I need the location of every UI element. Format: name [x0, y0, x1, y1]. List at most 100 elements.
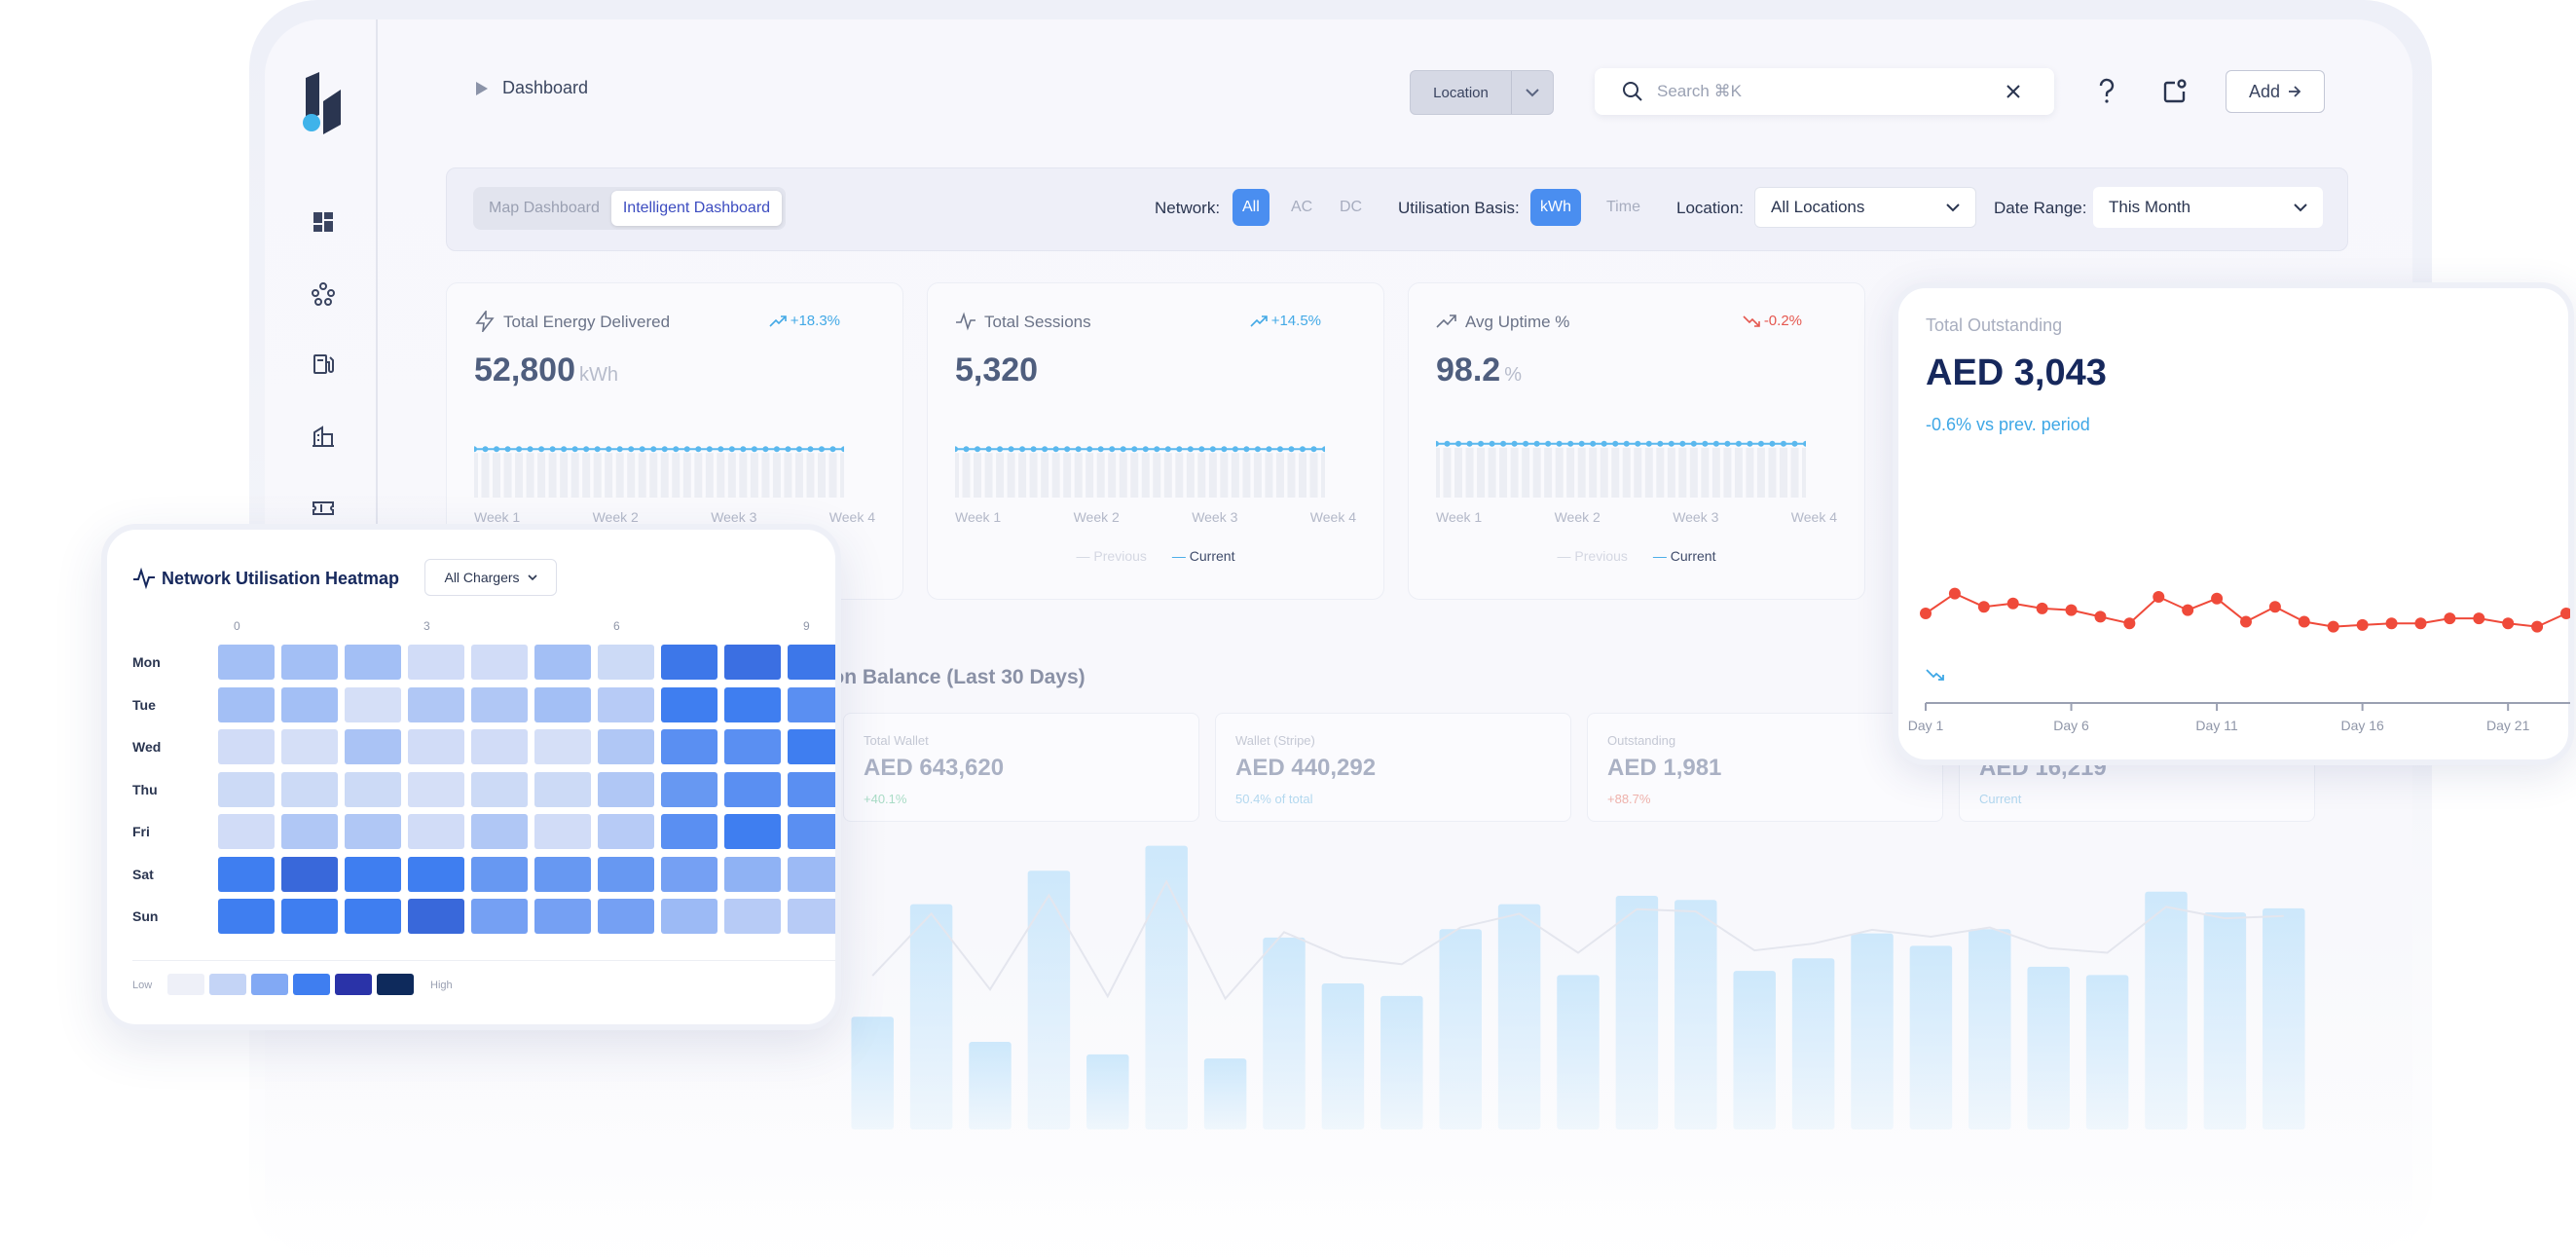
tab-map-dashboard[interactable]: Map Dashboard: [489, 200, 600, 216]
spark-point: [1590, 440, 1597, 447]
heatmap-cell[interactable]: [471, 771, 528, 807]
heatmap-cell[interactable]: [281, 899, 338, 934]
search-input[interactable]: Search ⌘K: [1595, 68, 2054, 115]
heatmap-cell[interactable]: [534, 899, 591, 934]
heatmap-cell[interactable]: [598, 729, 654, 764]
network-icon[interactable]: [310, 280, 337, 308]
heatmap-cell[interactable]: [598, 771, 654, 807]
spark-bar: [481, 453, 490, 498]
heatmap-cell[interactable]: [408, 645, 464, 680]
heatmap-cell[interactable]: [471, 814, 528, 849]
heatmap-cell[interactable]: [724, 645, 781, 680]
heatmap-cell[interactable]: [471, 645, 528, 680]
heatmap-cell[interactable]: [218, 899, 275, 934]
heatmap-cell[interactable]: [281, 814, 338, 849]
heatmap-cell[interactable]: [408, 686, 464, 722]
network-option-ac[interactable]: AC: [1291, 199, 1313, 215]
heatmap-cell[interactable]: [345, 729, 401, 764]
heatmap-cell[interactable]: [408, 771, 464, 807]
heatmap-cell[interactable]: [724, 686, 781, 722]
question-icon[interactable]: [2089, 74, 2124, 109]
heatmap-cell[interactable]: [661, 729, 718, 764]
building-icon[interactable]: [310, 423, 337, 450]
heatmap-cell[interactable]: [724, 856, 781, 892]
heatmap-cell[interactable]: [534, 686, 591, 722]
spark-point: [571, 446, 578, 453]
heatmap-cell[interactable]: [345, 686, 401, 722]
heatmap-cell[interactable]: [281, 686, 338, 722]
spark-bar: [1287, 453, 1296, 498]
network-option-dc[interactable]: DC: [1340, 199, 1363, 215]
trend-tick-label: Day 1: [1908, 718, 1944, 733]
heatmap-cell[interactable]: [661, 814, 718, 849]
heatmap-cell[interactable]: [471, 686, 528, 722]
heatmap-cell[interactable]: [534, 771, 591, 807]
heatmap-cell[interactable]: [471, 729, 528, 764]
heatmap-cell[interactable]: [281, 771, 338, 807]
ticket-icon[interactable]: [310, 495, 337, 522]
heatmap-cell[interactable]: [408, 814, 464, 849]
heatmap-cell[interactable]: [788, 771, 835, 807]
location-selector[interactable]: Location: [1410, 70, 1554, 115]
heatmap-cell[interactable]: [788, 729, 835, 764]
network-option-all[interactable]: All: [1233, 189, 1270, 226]
heatmap-cell[interactable]: [345, 899, 401, 934]
heatmap-cell[interactable]: [724, 771, 781, 807]
heatmap-cell[interactable]: [218, 771, 275, 807]
heatmap-cell[interactable]: [534, 856, 591, 892]
heatmap-cell[interactable]: [661, 856, 718, 892]
heatmap-cell[interactable]: [724, 899, 781, 934]
bell-icon[interactable]: [2157, 74, 2192, 109]
add-button[interactable]: Add: [2226, 70, 2325, 113]
heatmap-cell[interactable]: [788, 814, 835, 849]
basis-option-time[interactable]: Time: [1606, 199, 1640, 215]
location-filter-dropdown[interactable]: All Locations: [1754, 187, 1976, 228]
dashboard-icon[interactable]: [310, 208, 337, 236]
close-icon[interactable]: [2006, 84, 2021, 99]
heatmap-cell[interactable]: [281, 856, 338, 892]
heatmap-cell[interactable]: [724, 814, 781, 849]
heatmap-cell[interactable]: [471, 899, 528, 934]
heatmap-cell[interactable]: [598, 856, 654, 892]
heatmap-cell[interactable]: [661, 899, 718, 934]
heatmap-cell[interactable]: [408, 729, 464, 764]
heatmap-cell[interactable]: [598, 814, 654, 849]
heatmap-cell[interactable]: [471, 856, 528, 892]
heatmap-cell[interactable]: [281, 645, 338, 680]
heatmap-cell[interactable]: [534, 729, 591, 764]
heatmap-cell[interactable]: [345, 814, 401, 849]
heatmap-cell[interactable]: [218, 686, 275, 722]
heatmap-cell[interactable]: [788, 686, 835, 722]
spark-point: [1064, 446, 1071, 453]
heatmap-cell[interactable]: [345, 645, 401, 680]
heatmap-cell[interactable]: [218, 814, 275, 849]
heatmap-cell[interactable]: [345, 856, 401, 892]
heatmap-cell[interactable]: [788, 856, 835, 892]
legend-current-label: Current: [1670, 548, 1716, 564]
spark-point: [549, 446, 556, 453]
heatmap-cell[interactable]: [345, 771, 401, 807]
heatmap-cell[interactable]: [598, 645, 654, 680]
heatmap-cell[interactable]: [281, 729, 338, 764]
heatmap-cell[interactable]: [408, 856, 464, 892]
heatmap-filter-dropdown[interactable]: All Chargers: [424, 559, 557, 596]
heatmap-cell[interactable]: [788, 645, 835, 680]
basis-option-kwh[interactable]: kWh: [1530, 189, 1581, 226]
heatmap-cell[interactable]: [788, 899, 835, 934]
heatmap-cell[interactable]: [661, 645, 718, 680]
charger-icon[interactable]: [310, 351, 337, 378]
heatmap-cell[interactable]: [661, 771, 718, 807]
heatmap-cell[interactable]: [598, 899, 654, 934]
date-range-dropdown[interactable]: This Month: [2093, 187, 2323, 228]
heatmap-cell[interactable]: [724, 729, 781, 764]
heatmap-cell[interactable]: [218, 729, 275, 764]
heatmap-cell[interactable]: [408, 899, 464, 934]
heatmap-cell[interactable]: [534, 645, 591, 680]
chevron-down-icon[interactable]: [1511, 71, 1553, 114]
tab-intelligent-dashboard[interactable]: Intelligent Dashboard: [610, 191, 783, 226]
heatmap-cell[interactable]: [661, 686, 718, 722]
heatmap-cell[interactable]: [534, 814, 591, 849]
heatmap-cell[interactable]: [598, 686, 654, 722]
heatmap-cell[interactable]: [218, 856, 275, 892]
heatmap-cell[interactable]: [218, 645, 275, 680]
